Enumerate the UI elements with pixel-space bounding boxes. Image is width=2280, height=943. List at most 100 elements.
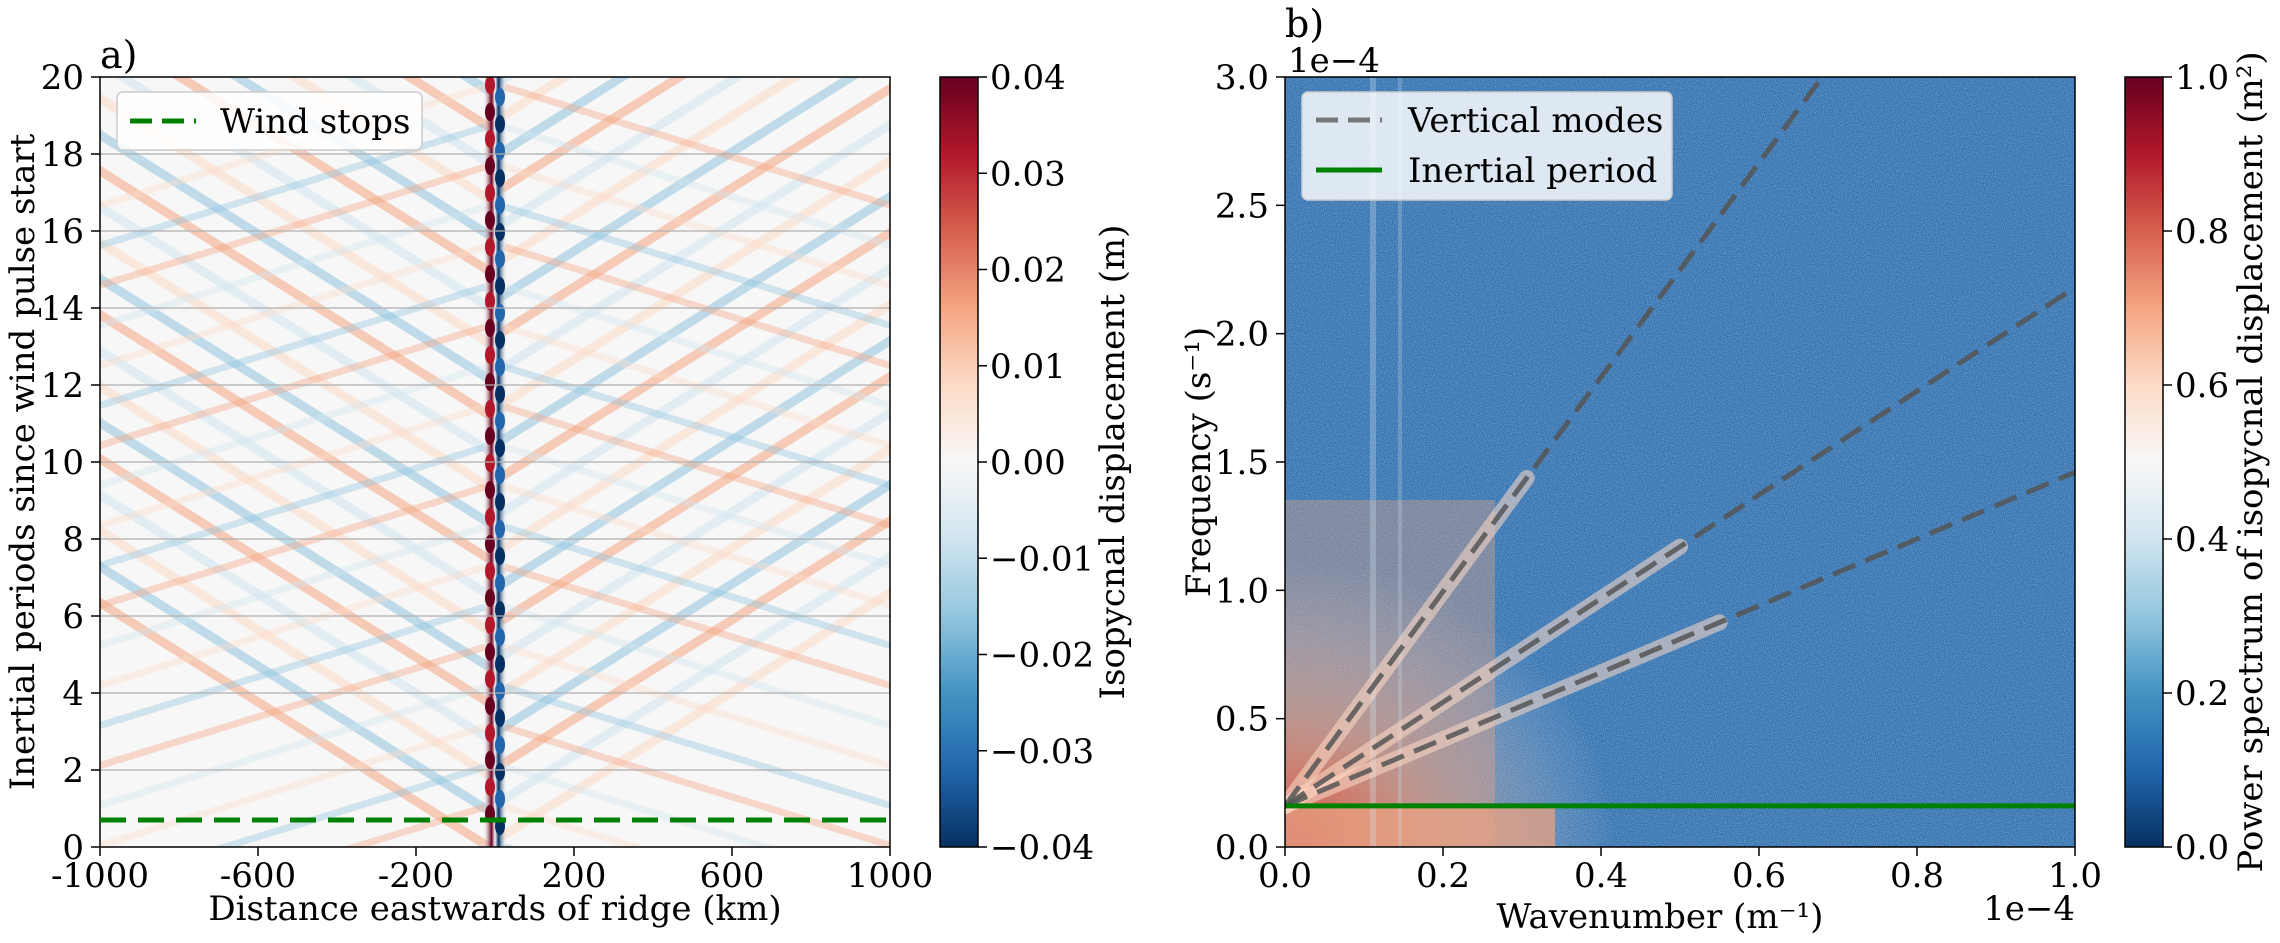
colorbar-tick-label: 0.0 [2175, 828, 2229, 868]
ridge-blob [495, 277, 505, 295]
vertical-mode-line [1285, 77, 1825, 808]
wave-streak [100, 483, 487, 610]
wave-streak [498, 119, 890, 373]
ridge-blob [485, 751, 495, 769]
wave-streak [100, 129, 492, 383]
colorbar-a-label: Isopycnal displacement (m) [1093, 225, 1133, 700]
wave-streak [498, 191, 890, 445]
wave-streak [498, 587, 890, 841]
ridge-blob [485, 130, 495, 148]
wave-streak [100, 201, 492, 455]
wave-streak [100, 381, 492, 635]
ridge-blob [485, 778, 495, 796]
colorbar-tick-label: 1.0 [2175, 58, 2229, 98]
ridge-blob [495, 196, 505, 214]
ridge-blob [485, 562, 495, 580]
wave-streak [114, 77, 492, 311]
wave-streak [100, 561, 492, 815]
ridge-blob [495, 601, 505, 619]
wave-streak [100, 323, 487, 450]
wave-streak [100, 597, 492, 847]
ridge-blob [495, 331, 505, 349]
vertical-mode-line [1285, 469, 2075, 809]
ridge-blob [485, 643, 495, 661]
wave-streak [100, 489, 492, 743]
colorbar-a [939, 76, 979, 848]
ridge-blob [485, 724, 495, 742]
colorbar-tick-label: 0.00 [990, 443, 1066, 483]
wave-streak [100, 273, 492, 527]
panel-b-legend-box [1301, 91, 1673, 201]
x-tick-label: 600 [700, 856, 765, 896]
panel-b-spectrum [1285, 77, 1728, 847]
wave-streak [100, 165, 492, 419]
ridge-blob [495, 709, 505, 727]
y-tick-label: 4 [62, 674, 84, 714]
wave-streak [213, 763, 487, 847]
wave-streak [503, 323, 890, 450]
wave-streak [100, 345, 492, 599]
ridge-blob [495, 574, 505, 592]
wave-streak [503, 403, 890, 530]
ridge-blob [485, 157, 495, 175]
ridge-blob [485, 454, 495, 472]
colorbar-b [2124, 76, 2164, 848]
wave-streak [286, 77, 492, 203]
wave-streak [498, 443, 890, 697]
wave-streak [100, 563, 487, 690]
x-tick-label: -1000 [51, 856, 149, 896]
ridge-blob [495, 250, 505, 268]
ridge-blob [495, 547, 505, 565]
y-tick-label: 20 [41, 58, 84, 98]
y-tick-label: 0.5 [1215, 700, 1269, 740]
y-tick-label: 6 [62, 597, 84, 637]
wave-streak [503, 243, 890, 370]
wave-streak [100, 363, 487, 490]
ridge-blob [485, 697, 495, 715]
ridge-blob [485, 481, 495, 499]
y-tick-label: 3.0 [1215, 58, 1269, 98]
wave-streak [503, 443, 890, 570]
wave-streak [100, 523, 487, 650]
x-tick-label: 0.4 [1574, 856, 1628, 896]
x-tick-label: 0.6 [1732, 856, 1786, 896]
ridge-blob [495, 736, 505, 754]
ridge-blob [485, 238, 495, 256]
ridge-blob [495, 385, 505, 403]
colorbar-tick-label: −0.03 [990, 732, 1094, 772]
colorbar-tick-label: 0.6 [2175, 366, 2229, 406]
wave-streak [498, 299, 890, 553]
panel-b: 0.0 0.2 0.4 0.6 0.8 1.00.00.51.01.52.02.53.0 … [1179, 2, 2271, 937]
ridge-blob [485, 616, 495, 634]
wave-streak [400, 77, 492, 131]
wave-streak [100, 683, 487, 810]
ridge-blob [485, 292, 495, 310]
ridge-blob [495, 466, 505, 484]
ridge-blob [495, 682, 505, 700]
spectrum-vertical-streak-2 [1398, 77, 1402, 847]
x-tick-label: 200 [542, 856, 607, 896]
ridge-blob [495, 439, 505, 457]
wave-streak [498, 77, 516, 85]
wave-streak [503, 203, 890, 330]
colorbar-tick-label: 0.4 [2175, 520, 2229, 560]
wave-streak [498, 77, 688, 193]
wave-streak [100, 203, 487, 330]
y-tick-label: 1.0 [1215, 571, 1269, 611]
colorbar-tick-label: 0.8 [2175, 212, 2229, 252]
legend-vertical-modes-label: Vertical modes [1407, 101, 1663, 141]
wave-streak [503, 723, 890, 847]
wave-streak [503, 83, 890, 210]
wave-streak [503, 603, 890, 730]
ridge-blob [495, 628, 505, 646]
colorbar-tick-label: 0.03 [990, 154, 1066, 194]
wave-streak [498, 371, 890, 625]
wave-streak [503, 283, 890, 410]
ridge-blob [485, 319, 495, 337]
y-tick-label: 2 [62, 751, 84, 791]
colorbar-tick-label: −0.02 [990, 636, 1094, 676]
ridge-blob [495, 655, 505, 673]
ridge-blob [485, 589, 495, 607]
wave-streak [503, 563, 890, 690]
ridge-blob [485, 535, 495, 553]
